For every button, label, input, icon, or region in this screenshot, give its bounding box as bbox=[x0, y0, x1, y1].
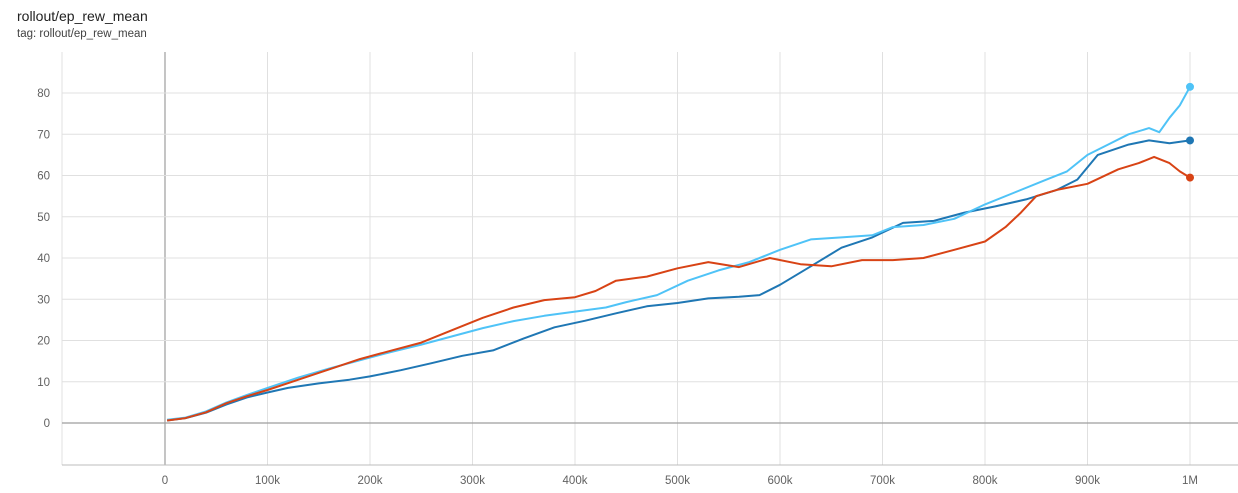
y-tick-label: 20 bbox=[37, 336, 50, 348]
x-tick-label: 900k bbox=[1075, 475, 1100, 487]
series-line-3 bbox=[166, 155, 1191, 422]
x-tick-label: 600k bbox=[768, 475, 793, 487]
series-layer bbox=[166, 82, 1194, 422]
y-tick-label: 80 bbox=[37, 88, 50, 100]
x-tick-label: 700k bbox=[870, 475, 895, 487]
grid-layer bbox=[61, 52, 1238, 465]
y-tick-label: 30 bbox=[37, 294, 50, 306]
y-tick-label: 60 bbox=[37, 171, 50, 183]
x-tick-label: 0 bbox=[162, 475, 168, 487]
x-tick-label: 400k bbox=[563, 475, 588, 487]
series-end-marker-3 bbox=[1186, 173, 1194, 182]
tick-label-layer: 0 100k 200k 300k 400k 500k 600k 700k 800k 900k 1M 0… bbox=[37, 88, 1198, 487]
x-tick-label: 100k bbox=[255, 475, 280, 487]
x-tick-label: 800k bbox=[973, 475, 998, 487]
x-tick-label: 200k bbox=[358, 475, 383, 487]
y-tick-label: 70 bbox=[37, 129, 50, 141]
series-end-marker-2 bbox=[1186, 82, 1194, 91]
y-tick-label: 10 bbox=[37, 377, 50, 389]
x-tick-label: 1M bbox=[1182, 475, 1198, 487]
y-tick-label: 40 bbox=[37, 253, 50, 265]
chart-title: rollout/ep_rew_mean bbox=[17, 8, 148, 24]
x-tick-label: 500k bbox=[665, 475, 690, 487]
x-tick-label: 300k bbox=[460, 475, 485, 487]
series-line-2 bbox=[166, 86, 1191, 421]
chart-tag: tag: rollout/ep_rew_mean bbox=[17, 28, 147, 40]
y-tick-label: 0 bbox=[44, 418, 50, 430]
series-end-marker-1 bbox=[1186, 136, 1194, 145]
series-line-1 bbox=[166, 139, 1191, 422]
chart-header: rollout/ep_rew_mean tag: rollout/ep_rew_… bbox=[17, 6, 148, 42]
y-tick-label: 50 bbox=[37, 212, 50, 224]
